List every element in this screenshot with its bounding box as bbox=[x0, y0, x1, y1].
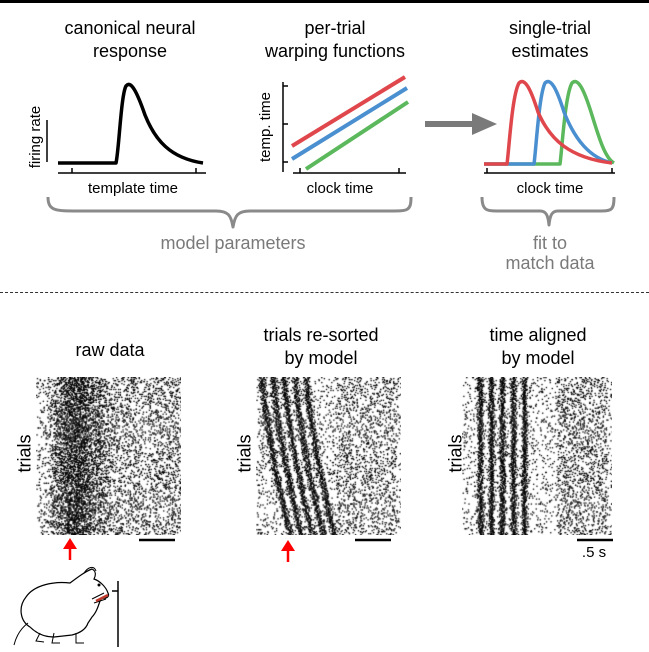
estimates-xlabel: clock time bbox=[516, 180, 584, 197]
warp-line-blue bbox=[290, 86, 409, 161]
right-arrow-icon bbox=[425, 113, 497, 135]
raw-title: raw data bbox=[75, 340, 145, 360]
canonical-response-plot bbox=[46, 82, 206, 174]
warping-title-line2: warping functions bbox=[264, 41, 406, 61]
canonical-xlabel: template time bbox=[87, 180, 179, 197]
canonical-title-line1: canonical neural bbox=[64, 18, 196, 38]
warping-xlabel: clock time bbox=[306, 180, 374, 197]
model-parameters-brace bbox=[46, 196, 413, 229]
estimates-title-line2: estimates bbox=[511, 41, 589, 61]
canonical-title-line2: response bbox=[92, 41, 168, 61]
fit-label-line1: fit to bbox=[532, 233, 567, 253]
warping-title-line1: per-trial bbox=[304, 18, 366, 38]
resorted-raster bbox=[256, 377, 401, 535]
model-parameters-label: model parameters bbox=[160, 233, 306, 253]
warp-line-red bbox=[290, 75, 407, 148]
mouse-lever-illustration bbox=[13, 566, 119, 647]
warp-line-green bbox=[304, 100, 410, 171]
dashed-divider bbox=[0, 292, 649, 293]
resorted-title-line2: by model bbox=[284, 348, 358, 368]
fit-brace bbox=[480, 196, 616, 227]
estimate-curve-blue bbox=[484, 79, 613, 166]
stimulus-arrow-icon bbox=[281, 540, 295, 562]
aligned-raster bbox=[462, 377, 612, 535]
fit-label-line2: match data bbox=[505, 253, 595, 273]
stimulus-arrow-icon bbox=[63, 538, 77, 560]
warping-functions-plot bbox=[282, 75, 410, 174]
aligned-title-line2: by model bbox=[501, 348, 575, 368]
top-border bbox=[0, 0, 649, 3]
estimates-title-line1: single-trial bbox=[508, 18, 592, 38]
resorted-title-line1: trials re-sorted bbox=[263, 325, 379, 345]
canonical-response-curve bbox=[58, 82, 204, 165]
aligned-title-line1: time aligned bbox=[489, 325, 587, 345]
estimate-curve-green bbox=[484, 79, 616, 166]
estimate-curve-red bbox=[484, 79, 613, 166]
single-trial-estimates-plot bbox=[484, 79, 616, 174]
scale-bar-label: .5 s bbox=[581, 544, 607, 561]
raw-data-raster bbox=[36, 377, 181, 535]
